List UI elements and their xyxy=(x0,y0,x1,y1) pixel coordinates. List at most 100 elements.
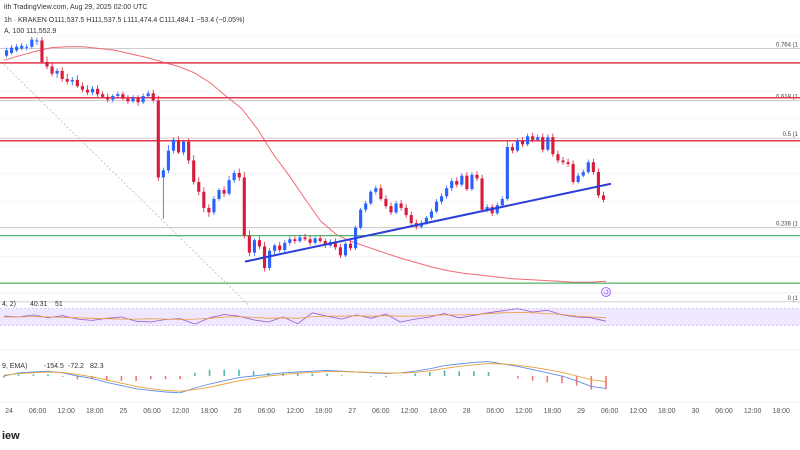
candle-body xyxy=(70,79,74,82)
candle-body xyxy=(576,175,580,182)
candle-body xyxy=(212,198,216,213)
candle-body xyxy=(151,93,155,101)
x-tick-label: 27 xyxy=(348,408,356,415)
candle-body xyxy=(460,175,464,185)
candle-body xyxy=(480,178,484,210)
candle-body xyxy=(156,100,160,178)
candle-body xyxy=(394,203,398,213)
candle-body xyxy=(556,154,560,161)
candle-body xyxy=(561,160,565,163)
candle-body xyxy=(187,141,191,161)
candle-body xyxy=(440,196,444,202)
candle-body xyxy=(520,140,525,145)
symbol-line: 1h · KRAKEN O111,537.5 H111,537.5 L111,4… xyxy=(4,17,245,24)
x-tick-label: 18:00 xyxy=(86,408,104,415)
candle-body xyxy=(126,98,130,102)
candle-body xyxy=(308,239,312,243)
rsi-line xyxy=(4,311,607,320)
candle-body xyxy=(222,189,226,194)
fib-label: 0.5 (1 xyxy=(783,132,799,138)
candle-body xyxy=(490,207,494,214)
trendline xyxy=(244,182,612,263)
candle-body xyxy=(389,206,393,213)
candle-body xyxy=(495,205,499,214)
candle-body xyxy=(424,217,428,224)
candle-body xyxy=(359,209,363,228)
fib-levels: 0.764 (10.618 (10.5 (10.236 (10 (1 xyxy=(0,43,800,305)
candle-body xyxy=(303,237,307,240)
candle-body xyxy=(293,239,297,242)
candle-body xyxy=(96,88,100,95)
rsi-band xyxy=(0,308,800,326)
x-tick-label: 12:00 xyxy=(401,408,419,415)
candle-body xyxy=(60,70,64,79)
candle-body xyxy=(202,191,206,208)
candle-body xyxy=(207,207,211,213)
candle-body xyxy=(500,198,504,206)
fib-label: 0.236 (1 xyxy=(776,222,799,228)
candle-body xyxy=(536,137,540,140)
candle-body xyxy=(50,66,54,74)
x-tick-label: 06:00 xyxy=(715,408,733,415)
candle-body xyxy=(566,162,570,165)
candle-body xyxy=(318,238,322,242)
x-tick-label: 18:00 xyxy=(772,408,790,415)
candle-body xyxy=(450,181,454,189)
candle-body xyxy=(541,137,545,150)
candle-body xyxy=(217,189,221,199)
x-tick-label: 06:00 xyxy=(258,408,276,415)
candle-body xyxy=(131,97,135,102)
macd-pane: 9, EMA) -154.5 -72.2 82.3 xyxy=(0,349,800,394)
published-line: ith TradingView.com, Aug 29, 2025 02:00 … xyxy=(4,4,147,11)
replay-icon[interactable] xyxy=(601,287,611,297)
candle-body xyxy=(268,250,272,268)
candle-body xyxy=(35,40,39,42)
candle-body xyxy=(288,239,292,243)
candle-body xyxy=(343,243,348,256)
candle-body xyxy=(4,50,9,56)
x-tick-label: 12:00 xyxy=(629,408,647,415)
candle-body xyxy=(445,188,449,197)
candle-body xyxy=(176,139,181,153)
macd-label: 9, EMA) xyxy=(2,363,27,370)
candle-body xyxy=(581,172,585,176)
candle-body xyxy=(586,162,590,173)
x-tick-label: 12:00 xyxy=(515,408,533,415)
resistance-support-lines xyxy=(0,62,800,284)
candle-body xyxy=(247,235,251,253)
candle-body xyxy=(551,137,555,155)
candle-body xyxy=(242,177,246,236)
trendline-line xyxy=(244,182,612,263)
candle-body xyxy=(283,242,287,250)
candle-body xyxy=(80,86,84,90)
candle-body xyxy=(161,170,165,178)
rsi-pane: 4, 2) 40.31 51 xyxy=(0,292,800,326)
candle-body xyxy=(101,94,105,97)
candle-body xyxy=(227,180,231,194)
candle-body xyxy=(429,211,434,218)
fib-label: 0.764 (1 xyxy=(776,43,799,49)
candle-body xyxy=(20,45,24,49)
watermark-text: iew xyxy=(2,430,20,442)
x-tick-label: 18:00 xyxy=(544,408,562,415)
candle-body xyxy=(298,237,302,242)
candle-body xyxy=(348,243,353,249)
candle-body xyxy=(141,95,145,103)
candle-body xyxy=(106,96,110,100)
macd-value-2: -72.2 xyxy=(68,363,84,370)
candle-body xyxy=(465,175,469,190)
candle-body xyxy=(237,172,241,178)
macd-value-3: 82.3 xyxy=(90,363,104,370)
x-tick-label: 12:00 xyxy=(172,408,190,415)
candle-body xyxy=(475,174,479,179)
candle-body xyxy=(434,201,439,212)
candle-body xyxy=(116,94,120,96)
x-tick-label: 18:00 xyxy=(658,408,676,415)
candle-body xyxy=(505,147,509,199)
x-tick-label: 06:00 xyxy=(601,408,619,415)
x-tick-label: 06:00 xyxy=(29,408,47,415)
candle-body xyxy=(546,137,550,150)
candle-body xyxy=(515,140,520,151)
rsi-label: 4, 2) xyxy=(2,301,16,308)
